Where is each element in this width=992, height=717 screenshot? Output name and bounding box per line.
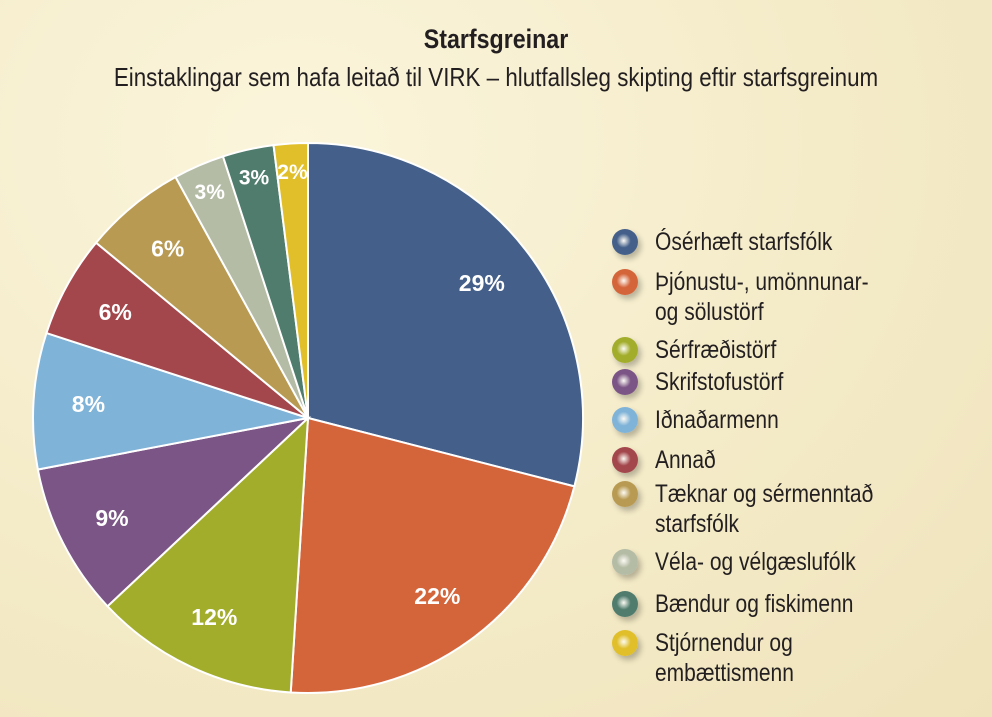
slice-label: 9%: [95, 505, 128, 531]
legend-label: Véla- og vélgæslufólk: [655, 548, 856, 576]
pie-slice: [106, 415, 310, 694]
slice-label: 3%: [239, 166, 270, 189]
pie-slice: [307, 141, 584, 488]
slice-label: 22%: [414, 583, 460, 609]
legend-color-dot: [612, 481, 638, 507]
legend-item: Ósérhæft starfsfólk: [612, 227, 975, 257]
legend-item: Þjónustu-, umönnunar- og sölustörf: [612, 267, 975, 327]
legend-color-dot: [612, 229, 638, 255]
legend-color-dot: [612, 269, 638, 295]
slice-label: 6%: [99, 299, 132, 325]
legend-item: Iðnaðarmenn: [612, 405, 975, 435]
legend-color-dot: [612, 447, 638, 473]
legend-color-dot: [612, 591, 638, 617]
legend-item: Stjórnendur og embættismenn: [612, 628, 975, 688]
legend-color-dot: [612, 407, 638, 433]
pie-slice: [289, 416, 576, 694]
legend-label: Iðnaðarmenn: [655, 406, 779, 434]
legend-item: Skrifstofustörf: [612, 367, 975, 397]
legend-color-dot: [612, 337, 638, 363]
legend-label: Tæknar og sérmenntað starfsfólk: [655, 480, 874, 538]
legend-item: Véla- og vélgæslufólk: [612, 547, 975, 577]
legend-label: Skrifstofustörf: [655, 368, 784, 396]
slice-label: 12%: [191, 604, 237, 630]
legend-item: Bændur og fiskimenn: [612, 589, 975, 619]
slice-label: 6%: [151, 235, 184, 261]
legend-item: Sérfræðistörf: [612, 335, 975, 365]
legend-color-dot: [612, 369, 638, 395]
legend-label: Þjónustu-, umönnunar- og sölustörf: [655, 268, 869, 326]
slice-label: 8%: [72, 391, 105, 417]
chart-subtitle: Einstaklingar sem hafa leitað til VIRK –…: [113, 62, 879, 92]
pie-slice: [272, 141, 309, 419]
legend-label: Annað: [655, 446, 716, 474]
legend-item: Tæknar og sérmenntað starfsfólk: [612, 479, 975, 539]
slice-label: 2%: [277, 161, 308, 184]
pie-slice: [32, 331, 309, 471]
legend-label: Stjórnendur og embættismenn: [655, 629, 794, 687]
pie-slice: [36, 416, 312, 608]
legend-label: Sérfræðistörf: [655, 336, 777, 364]
legend-label: Bændur og fiskimenn: [655, 590, 854, 618]
legend-item: Annað: [612, 445, 975, 475]
slice-label: 29%: [459, 270, 505, 296]
chart-title: Starfsgreinar: [423, 24, 569, 54]
legend-label: Ósérhæft starfsfólk: [655, 228, 833, 256]
slice-label: 3%: [195, 181, 226, 204]
legend-color-dot: [612, 549, 638, 575]
legend-color-dot: [612, 630, 638, 656]
